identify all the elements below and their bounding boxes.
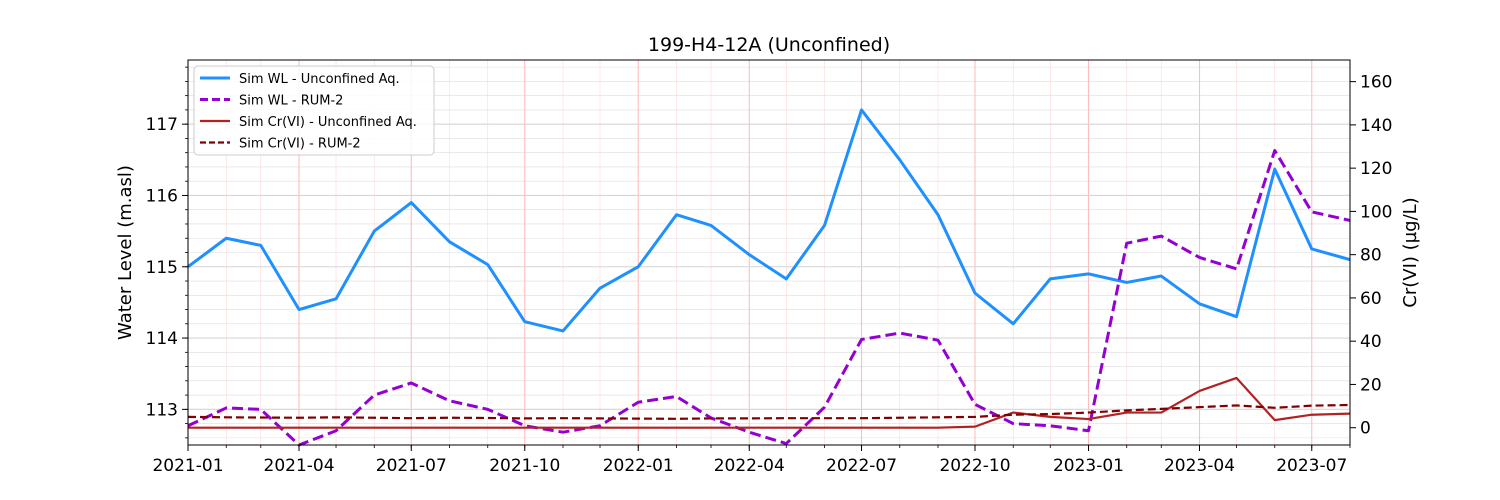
y-left-tick-label: 114 <box>146 329 178 349</box>
x-tick-label: 2023-07 <box>1276 456 1347 476</box>
y-left-tick-label: 116 <box>146 186 178 206</box>
x-tick-label: 2022-07 <box>826 456 897 476</box>
x-tick-label: 2021-04 <box>264 456 335 476</box>
x-tick-label: 2023-01 <box>1053 456 1124 476</box>
y-right-tick-label: 60 <box>1360 289 1382 309</box>
legend-label-1: Sim WL - Unconfined Aq. <box>239 72 400 87</box>
y-right-tick-label: 140 <box>1360 116 1392 136</box>
legend-box <box>193 65 435 156</box>
y-left-tick-label: 117 <box>146 115 178 135</box>
legend-label-2: Sim WL - RUM-2 <box>239 94 343 109</box>
y-right-tick-label: 100 <box>1360 202 1392 222</box>
y-right-tick-label: 120 <box>1360 159 1392 179</box>
x-tick-label: 2021-10 <box>489 456 560 476</box>
y-left-tick-label: 113 <box>146 400 178 420</box>
chart-title: 199-H4-12A (Unconfined) <box>648 34 890 56</box>
y-right-tick-label: 40 <box>1360 332 1382 352</box>
y-right-tick-label: 0 <box>1360 419 1371 439</box>
y-right-tick-label: 80 <box>1360 246 1382 266</box>
y-right-tick-label: 160 <box>1360 73 1392 93</box>
x-tick-label: 2022-10 <box>939 456 1010 476</box>
series-line-4 <box>187 403 1351 420</box>
legend-label-4: Sim Cr(VI) - RUM-2 <box>239 137 361 152</box>
legend: Sim WL - Unconfined Aq. Sim WL - RUM-2 Sim… <box>193 65 435 156</box>
x-tick-label: 2022-04 <box>714 456 785 476</box>
y-right-axis-label: Cr(VI) (µg/L) <box>1400 197 1421 307</box>
series-lines <box>187 108 1351 447</box>
x-tick-label: 2023-04 <box>1164 456 1235 476</box>
x-tick-label: 2022-01 <box>603 456 674 476</box>
y-left-axis-label: Water Level (m.asl) <box>115 165 136 340</box>
x-tick-label: 2021-07 <box>376 456 447 476</box>
x-tick-label: 2021-01 <box>152 456 223 476</box>
axes: 2021-01 2021-04 2021-07 2021-10 2022-01 2022-… <box>115 59 1421 476</box>
series-line-2 <box>187 149 1351 447</box>
y-right-tick-label: 20 <box>1360 375 1382 395</box>
series-line-3 <box>188 376 1351 429</box>
series-line-1 <box>187 108 1351 333</box>
legend-label-3: Sim Cr(VI) - Unconfined Aq. <box>239 115 417 130</box>
y-left-tick-label: 115 <box>146 258 178 278</box>
